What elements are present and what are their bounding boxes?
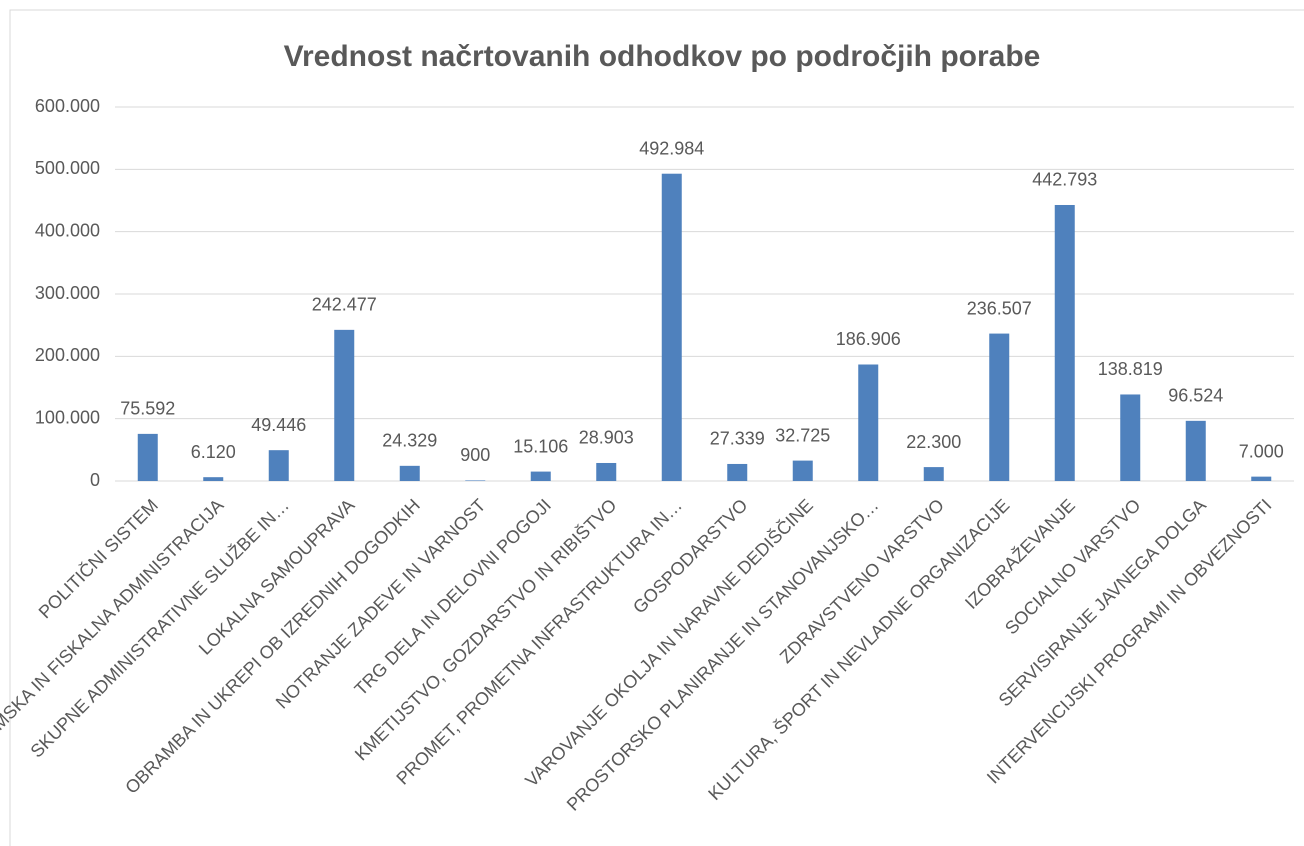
x-tick-label: SKUPNE ADMINISTRATIVNE SLUŽBE IN… [27, 495, 293, 761]
bar [661, 173, 682, 481]
data-label: 6.120 [191, 442, 236, 462]
data-label: 28.903 [579, 428, 634, 448]
y-tick-label: 300.000 [35, 283, 100, 303]
data-label: 49.446 [251, 415, 306, 435]
data-label: 242.477 [312, 295, 377, 315]
x-tick-label: GOSPODARSTVO [629, 495, 751, 617]
data-label: 32.725 [775, 425, 830, 445]
x-tick-label: POLITIČNI SISTEM [34, 494, 162, 622]
data-label: 236.507 [967, 298, 1032, 318]
bar [465, 480, 486, 481]
data-label: 27.339 [710, 429, 765, 449]
data-label: 186.906 [836, 329, 901, 349]
bar [399, 465, 420, 481]
bar [989, 333, 1010, 481]
x-tick-label: IZOBRAŽEVANJE [961, 495, 1079, 613]
bar [792, 460, 813, 481]
chart-title: Vrednost načrtovanih odhodkov po področj… [284, 40, 1041, 73]
bar [596, 462, 617, 481]
data-label: 492.984 [639, 138, 704, 158]
y-tick-label: 200.000 [35, 345, 100, 365]
y-tick-label: 600.000 [35, 96, 100, 116]
bar [1185, 420, 1206, 481]
bar [858, 364, 879, 481]
bar [203, 477, 224, 481]
bar [1120, 394, 1141, 481]
data-label: 15.106 [513, 436, 568, 456]
data-label: 22.300 [906, 432, 961, 452]
bar [268, 450, 289, 481]
bar [530, 471, 551, 481]
bar [727, 463, 748, 481]
bar [137, 433, 158, 481]
data-label: 442.793 [1032, 170, 1097, 190]
bar [1054, 204, 1075, 481]
x-tick-label: PROSTORSKO PLANIRANJE IN STANOVANJSKO… [563, 495, 883, 815]
x-tick-label: KULTURA, ŠPORT IN NEVLADNE ORGANIZACIJE [704, 494, 1014, 804]
y-tick-label: 400.000 [35, 220, 100, 240]
data-label: 138.819 [1098, 359, 1163, 379]
chart-border [9, 9, 1304, 846]
data-label: 24.329 [382, 431, 437, 451]
bar [923, 467, 944, 481]
data-label: 96.524 [1168, 386, 1223, 406]
bar [1251, 476, 1272, 481]
data-label: 900 [460, 445, 490, 465]
y-tick-label: 500.000 [35, 158, 100, 178]
y-tick-label: 0 [90, 470, 100, 490]
y-tick-label: 100.000 [35, 407, 100, 427]
data-label: 75.592 [120, 399, 175, 419]
data-label: 7.000 [1239, 441, 1284, 461]
bar [334, 329, 355, 481]
